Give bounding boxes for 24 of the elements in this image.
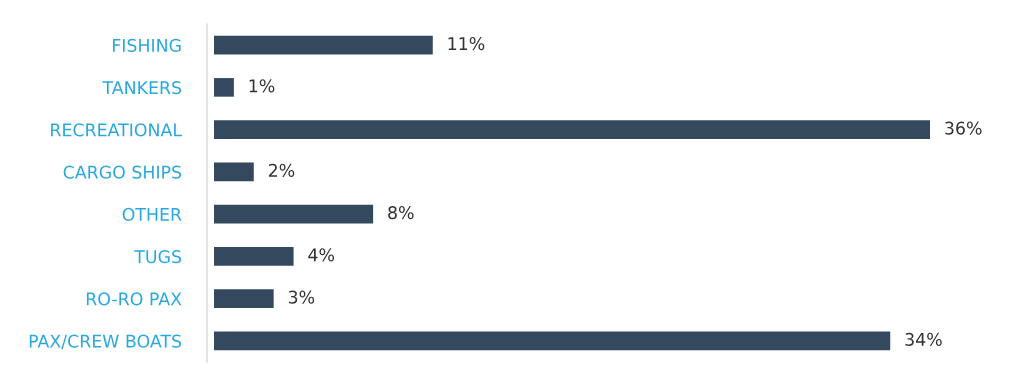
data-label: 1% <box>249 79 275 93</box>
y-tick-label: FISHING <box>113 38 181 52</box>
y-tick-label: RO-RO PAX <box>86 292 182 306</box>
y-tick-label: TANKERS <box>102 81 182 95</box>
bar <box>214 78 234 97</box>
data-label: 11% <box>448 37 485 51</box>
data-label: 34% <box>905 332 942 346</box>
bar <box>214 204 374 224</box>
bar <box>214 162 254 182</box>
data-label: 8% <box>388 206 414 220</box>
y-tick-label: RECREATIONAL <box>51 123 182 137</box>
y-tick-label: PAX/CREW BOATS <box>29 334 182 350</box>
data-label: 4% <box>308 248 335 262</box>
data-label: 36% <box>945 121 982 135</box>
y-tick-label: OTHER <box>122 207 182 221</box>
data-label: 2% <box>268 163 295 177</box>
data-label: 3% <box>288 290 315 304</box>
y-tick-label: TUGS <box>134 250 182 264</box>
bar <box>214 331 891 351</box>
bar <box>214 247 294 266</box>
bar <box>214 35 433 55</box>
bar <box>214 120 930 139</box>
y-tick-label: CARGO SHIPS <box>63 165 182 179</box>
bar <box>214 289 274 308</box>
